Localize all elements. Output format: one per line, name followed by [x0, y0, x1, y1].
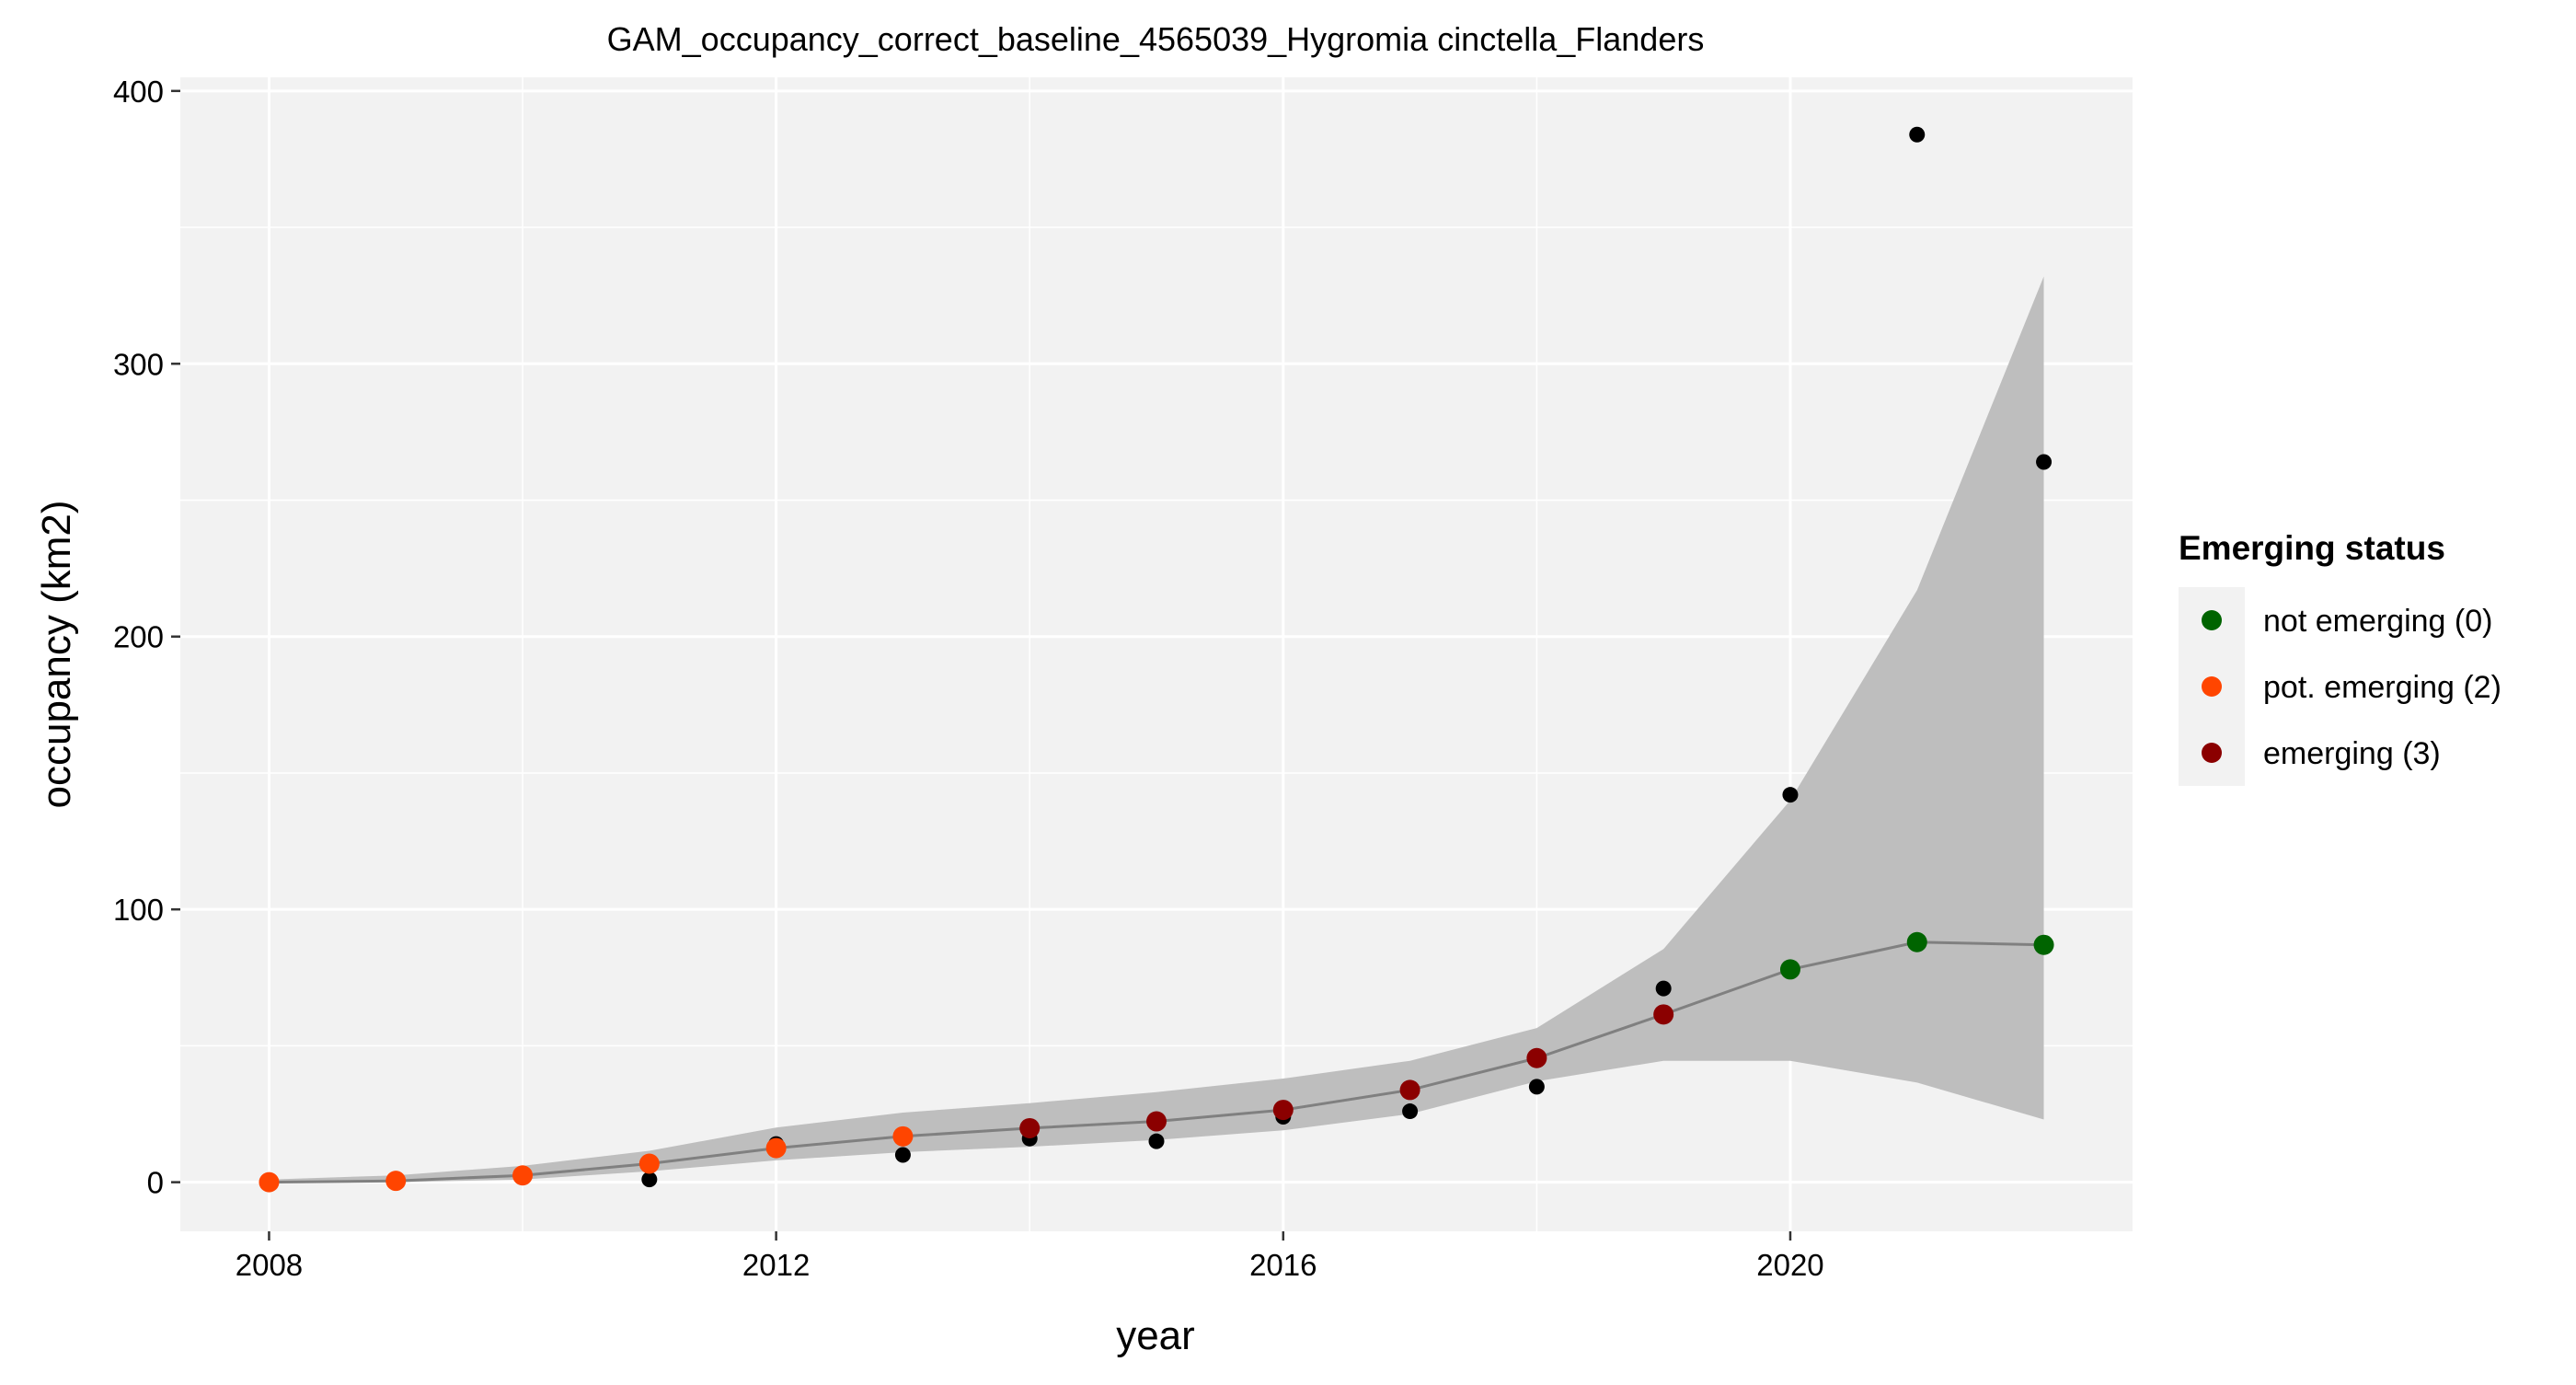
status-point [1779, 959, 1800, 980]
x-tick-label: 2020 [1756, 1248, 1823, 1282]
status-point [1653, 1004, 1674, 1025]
status-point [1146, 1111, 1167, 1132]
legend-key [2202, 743, 2222, 763]
observed-point [894, 1147, 911, 1163]
status-point [385, 1171, 407, 1192]
legend-label: emerging (3) [2263, 736, 2441, 771]
status-point [1272, 1100, 1294, 1121]
x-tick-label: 2008 [236, 1248, 303, 1282]
x-tick-label: 2016 [1249, 1248, 1317, 1282]
status-point [1526, 1047, 1547, 1068]
status-point [892, 1125, 914, 1147]
observed-point [2036, 454, 2053, 470]
observed-point [1528, 1079, 1545, 1095]
y-tick-label: 300 [113, 347, 164, 381]
status-point [1906, 931, 1927, 952]
chart-title: GAM_occupancy_correct_baseline_4565039_H… [607, 20, 1705, 58]
observed-point [1148, 1133, 1165, 1149]
status-point [1019, 1117, 1041, 1138]
status-points [259, 931, 2054, 1193]
x-axis-label: year [1116, 1313, 1195, 1358]
y-tick-label: 100 [113, 893, 164, 927]
legend-label: not emerging (0) [2263, 604, 2492, 639]
x-axis: 2008 2012 2016 2020 [236, 1231, 1824, 1282]
status-point [512, 1165, 534, 1186]
y-tick-label: 400 [113, 75, 164, 109]
status-point [2033, 934, 2054, 955]
status-point [638, 1153, 660, 1174]
observed-point [641, 1171, 658, 1188]
x-tick-label: 2012 [742, 1248, 810, 1282]
legend-entries: not emerging (0) pot. emerging (2) emergin… [2202, 604, 2501, 771]
observed-point [1909, 126, 1926, 143]
status-point [765, 1137, 787, 1159]
observed-point [1655, 980, 1672, 997]
grid-minor [180, 77, 2133, 1231]
observed-point [1782, 787, 1799, 803]
y-axis-label: occupancy (km2) [34, 500, 79, 808]
status-point [259, 1171, 280, 1193]
y-axis: 0 100 200 300 400 [113, 75, 180, 1200]
legend: Emerging status not emerging (0) pot. eme… [2179, 529, 2501, 786]
legend-key [2202, 610, 2222, 630]
observed-point [1402, 1103, 1419, 1120]
y-tick-label: 200 [113, 620, 164, 654]
status-point [1399, 1079, 1420, 1101]
legend-label: pot. emerging (2) [2263, 670, 2501, 705]
y-tick-label: 0 [147, 1166, 164, 1200]
legend-title: Emerging status [2179, 529, 2445, 567]
legend-key [2202, 676, 2222, 697]
